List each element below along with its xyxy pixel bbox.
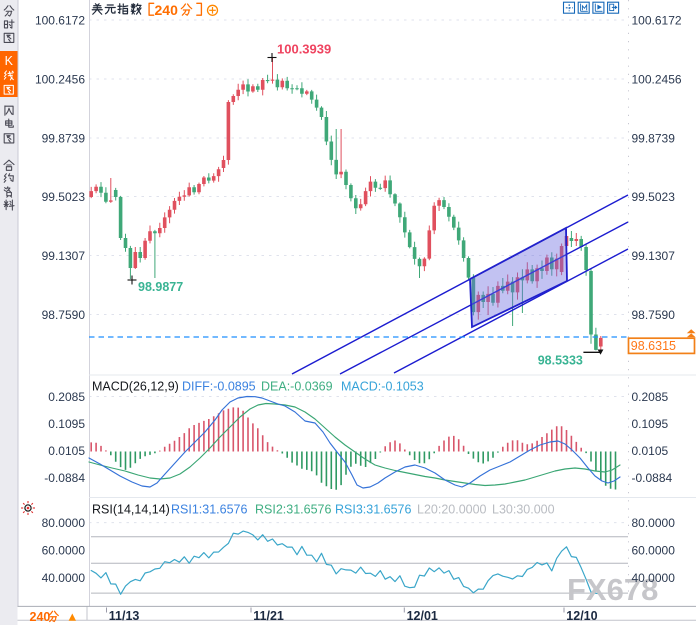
svg-text:-0.0884: -0.0884: [632, 471, 673, 485]
svg-text:40.0000: 40.0000: [632, 571, 676, 585]
svg-text:99.1307: 99.1307: [632, 249, 676, 263]
svg-text:RSI2:31.6576: RSI2:31.6576: [255, 503, 331, 517]
svg-text:RSI(14,14,14): RSI(14,14,14): [92, 503, 170, 517]
svg-text:100.6172: 100.6172: [35, 13, 85, 27]
svg-text:100.2456: 100.2456: [35, 72, 85, 86]
svg-text:FX678: FX678: [567, 572, 658, 607]
svg-text:240: 240: [155, 2, 179, 18]
svg-text:60.0000: 60.0000: [42, 543, 86, 557]
svg-text:98.9877: 98.9877: [138, 280, 183, 294]
svg-text:12/10: 12/10: [566, 609, 597, 623]
svg-text:99.5023: 99.5023: [42, 190, 86, 204]
svg-text:0.2085: 0.2085: [632, 390, 669, 404]
svg-text:80.0000: 80.0000: [632, 516, 676, 530]
svg-text:98.6315: 98.6315: [631, 339, 676, 353]
svg-text:100.6172: 100.6172: [632, 13, 682, 27]
svg-text:80.0000: 80.0000: [42, 516, 86, 530]
svg-text:RSI3:31.6576: RSI3:31.6576: [335, 503, 411, 517]
svg-text:0.0105: 0.0105: [48, 444, 85, 458]
svg-text:RSI1:31.6576: RSI1:31.6576: [171, 503, 247, 517]
svg-text:12/01: 12/01: [407, 609, 438, 623]
svg-text:DEA:-0.0369: DEA:-0.0369: [261, 380, 333, 394]
svg-text:L20:20.0000: L20:20.0000: [417, 503, 487, 517]
svg-text:MACD:-0.1053: MACD:-0.1053: [341, 380, 424, 394]
svg-text:240: 240: [30, 610, 51, 624]
svg-text:40.0000: 40.0000: [42, 571, 86, 585]
svg-text:98.7590: 98.7590: [632, 308, 676, 322]
svg-text:100.3939: 100.3939: [277, 42, 331, 57]
svg-text:0.1095: 0.1095: [48, 417, 85, 431]
svg-text:11/21: 11/21: [253, 609, 284, 623]
svg-text:K: K: [5, 54, 14, 68]
svg-text:99.1307: 99.1307: [42, 249, 86, 263]
svg-text:L30:30.000: L30:30.000: [492, 503, 555, 517]
svg-text:99.5023: 99.5023: [632, 190, 676, 204]
svg-text:0.0105: 0.0105: [632, 444, 669, 458]
svg-text:99.8739: 99.8739: [42, 131, 86, 145]
svg-text:MACD(26,12,9): MACD(26,12,9): [92, 380, 179, 394]
svg-text:0.2085: 0.2085: [48, 390, 85, 404]
svg-text:100.2456: 100.2456: [632, 72, 682, 86]
svg-text:0.1095: 0.1095: [632, 417, 669, 431]
svg-text:60.0000: 60.0000: [632, 543, 676, 557]
svg-text:11/13: 11/13: [109, 609, 140, 623]
svg-text:98.7590: 98.7590: [42, 308, 86, 322]
svg-text:DIFF:-0.0895: DIFF:-0.0895: [182, 380, 256, 394]
svg-text:98.5333: 98.5333: [538, 354, 583, 368]
svg-text:-0.0884: -0.0884: [44, 471, 85, 485]
svg-text:99.8739: 99.8739: [632, 131, 676, 145]
